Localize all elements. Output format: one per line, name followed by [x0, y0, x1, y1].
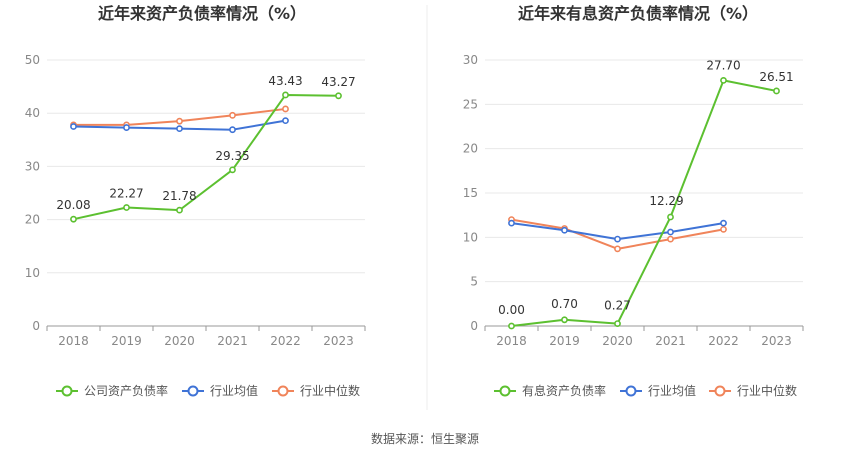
data-point — [614, 320, 621, 328]
y-tick-label: 10 — [25, 266, 40, 280]
x-tick-label: 2021 — [655, 334, 686, 348]
x-tick-label: 2023 — [323, 334, 354, 348]
legend-marker — [625, 385, 637, 397]
data-point — [508, 219, 515, 227]
series-line-1 — [511, 79, 777, 327]
chart-title: 近年来有息资产负债率情况（%） — [518, 4, 758, 23]
legend-marker — [714, 385, 726, 397]
data-label: 0.00 — [498, 303, 525, 317]
data-point — [614, 245, 621, 253]
data-point — [229, 111, 236, 119]
y-tick-label: 50 — [25, 53, 40, 67]
data-point — [229, 126, 236, 134]
y-tick-label: 25 — [463, 97, 478, 111]
legend-marker — [61, 385, 73, 397]
y-tick-label: 20 — [463, 142, 478, 156]
data-point — [229, 166, 236, 174]
data-point — [667, 213, 674, 221]
data-point — [282, 91, 289, 99]
x-tick-label: 2022 — [270, 334, 301, 348]
data-point — [667, 235, 674, 243]
data-point — [561, 316, 568, 324]
data-label: 27.70 — [706, 58, 740, 72]
series-line-1 — [73, 93, 339, 221]
data-point — [720, 76, 727, 84]
y-tick-label: 20 — [25, 213, 40, 227]
y-tick-label: 40 — [25, 106, 40, 120]
data-point — [720, 225, 727, 233]
data-point — [282, 117, 289, 125]
legend-label: 行业中位数 — [737, 383, 797, 398]
y-tick-label: 15 — [463, 186, 478, 200]
data-label: 26.51 — [759, 70, 793, 84]
x-tick-label: 2018 — [58, 334, 89, 348]
x-tick-label: 2020 — [164, 334, 195, 348]
x-tick-label: 2022 — [708, 334, 739, 348]
data-point — [667, 228, 674, 236]
data-point — [176, 125, 183, 133]
chart-panel-1: 近年来资产负债率情况（%） 0 10 20 30 40 50 2018 2019 2020 2021… — [25, 4, 366, 398]
x-tick-label: 2023 — [761, 334, 792, 348]
data-point — [561, 226, 568, 234]
data-label: 0.27 — [604, 299, 631, 313]
data-point — [720, 219, 727, 227]
data-point — [176, 206, 183, 214]
data-label: 29.35 — [215, 149, 249, 163]
legend-marker — [277, 385, 289, 397]
data-point — [70, 123, 77, 130]
y-tick-label: 0 — [470, 319, 478, 333]
data-label: 43.43 — [268, 74, 302, 88]
y-tick-label: 30 — [463, 53, 478, 67]
legend-marker — [499, 385, 511, 397]
data-label: 12.29 — [649, 194, 683, 208]
legend-label: 有息资产负债率 — [522, 383, 606, 398]
y-tick-label: 0 — [32, 319, 40, 333]
data-point — [335, 92, 342, 100]
x-tick-label: 2021 — [217, 334, 248, 348]
chart-title: 近年来资产负债率情况（%） — [98, 4, 306, 23]
data-point — [123, 124, 130, 131]
legend-marker — [187, 385, 199, 397]
data-point — [614, 235, 621, 243]
data-label: 0.70 — [551, 297, 578, 311]
data-point — [123, 204, 130, 211]
legend-label: 行业均值 — [210, 383, 258, 398]
y-tick-label: 30 — [25, 159, 40, 173]
y-tick-label: 5 — [470, 275, 478, 289]
data-label: 20.08 — [56, 198, 90, 212]
data-source-text: 数据来源：恒生聚源 — [371, 431, 479, 446]
x-tick-label: 2019 — [111, 334, 142, 348]
legend-label: 行业均值 — [648, 383, 696, 398]
legend-label: 公司资产负债率 — [84, 383, 168, 398]
data-label: 43.27 — [321, 75, 355, 89]
data-point — [70, 215, 77, 223]
data-point — [176, 117, 183, 125]
data-label: 21.78 — [162, 189, 196, 203]
data-point — [282, 105, 289, 113]
x-tick-label: 2020 — [602, 334, 633, 348]
x-tick-label: 2019 — [549, 334, 580, 348]
legend-label: 行业中位数 — [300, 383, 360, 398]
data-label: 22.27 — [109, 187, 143, 201]
series-line-3 — [511, 218, 724, 250]
data-point — [773, 87, 780, 95]
chart-panel-2: 近年来有息资产负债率情况（%） 0 5 10 15 20 25 30 2018 2019 2020 2… — [463, 4, 804, 398]
data-point — [508, 322, 515, 330]
y-tick-label: 10 — [463, 230, 478, 244]
x-tick-label: 2018 — [496, 334, 527, 348]
